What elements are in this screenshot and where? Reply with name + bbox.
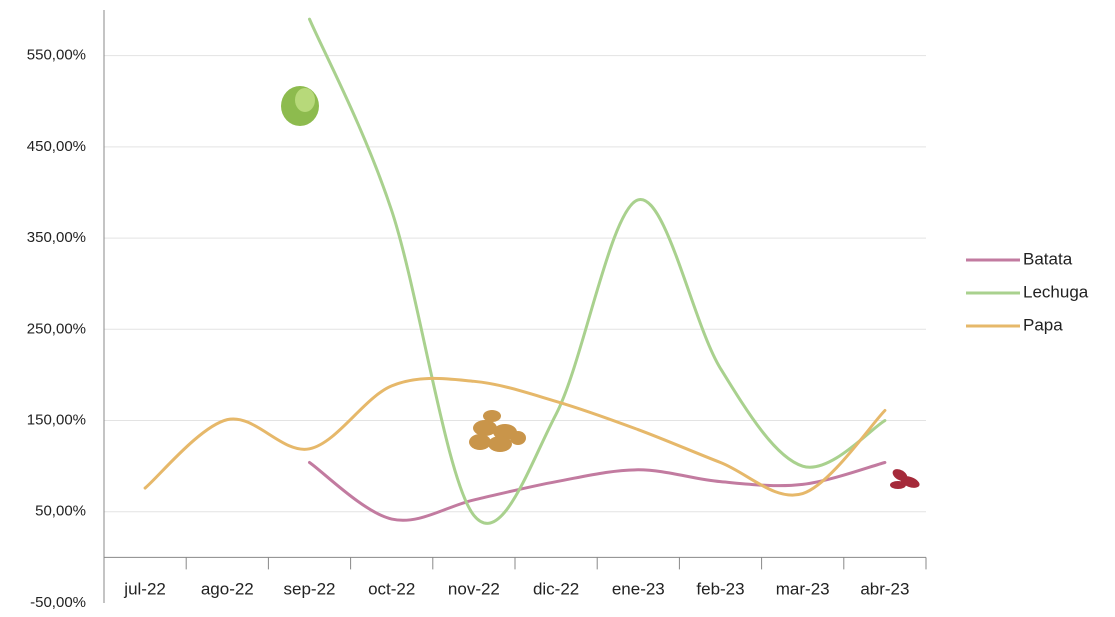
legend-label: Lechuga <box>1023 282 1089 301</box>
lettuce-icon <box>295 88 315 112</box>
y-tick-label: 50,00% <box>35 503 86 520</box>
x-tick-label: oct-22 <box>368 579 415 598</box>
x-tick-label: abr-23 <box>860 579 909 598</box>
series-line <box>308 17 887 525</box>
x-tick-label: ago-22 <box>201 579 254 598</box>
y-tick-label: 550,00% <box>27 47 86 64</box>
potato-icon <box>469 410 526 452</box>
x-tick-label: ene-23 <box>612 579 665 598</box>
x-tick-label: feb-23 <box>696 579 744 598</box>
series-line <box>308 461 887 522</box>
x-tick-label: mar-23 <box>776 579 830 598</box>
series-line <box>143 376 887 497</box>
plot: -50,00% 50,00% 150,00% 250,00% 350,00% 450,00… <box>27 10 1089 611</box>
x-tick-label: nov-22 <box>448 579 500 598</box>
x-tick-label: dic-22 <box>533 579 579 598</box>
y-tick-label: 250,00% <box>27 320 86 337</box>
decor <box>281 86 920 489</box>
legend-label: Papa <box>1023 315 1063 334</box>
y-tick-label: 150,00% <box>27 412 86 429</box>
batata-icon <box>890 469 920 489</box>
x-tick-label: jul-22 <box>123 579 166 598</box>
legend-label: Batata <box>1023 249 1073 268</box>
y-tick-label: 450,00% <box>27 138 86 155</box>
y-tick-label: 350,00% <box>27 229 86 246</box>
x-tick-label: sep-22 <box>284 579 336 598</box>
y-tick-label: -50,00% <box>30 594 86 611</box>
